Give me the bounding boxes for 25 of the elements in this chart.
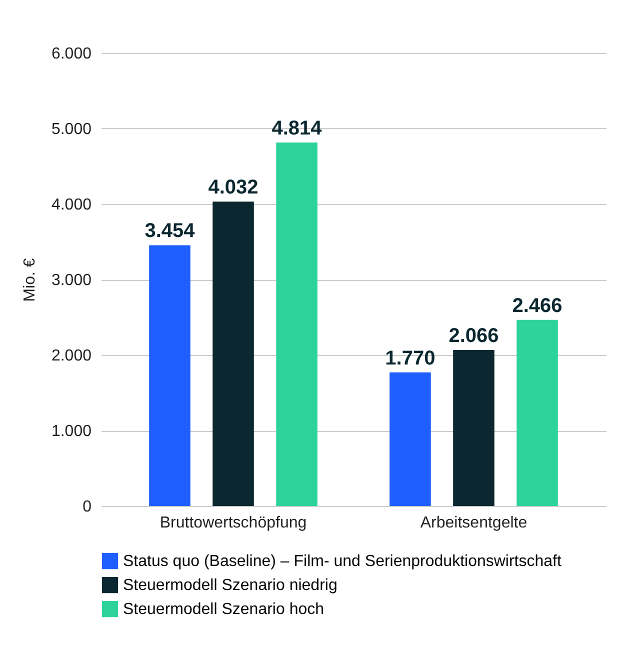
y-tick-label: 1.000: [51, 423, 92, 440]
data-label: 3.454: [144, 220, 196, 242]
data-label: 2.066: [448, 325, 499, 348]
x-tick-label: Bruttowertschöpfung: [160, 514, 307, 532]
y-tick-label: 3.000: [51, 272, 92, 289]
x-tick-label: Arbeitsentgelte: [420, 514, 528, 532]
data-label: 4.032: [208, 176, 258, 199]
y-axis-title: Mio. €: [21, 258, 38, 302]
legend-label: Steuermodell Szenario hoch: [123, 601, 324, 618]
data-label: 2.466: [512, 294, 562, 317]
y-tick-label: 0: [82, 498, 92, 516]
y-tick-label: 4.000: [51, 196, 92, 214]
data-label: 4.814: [272, 118, 323, 140]
y-tick-label: 5.000: [51, 121, 92, 138]
bar: [516, 320, 558, 506]
y-tick-label: 6.000: [51, 46, 92, 62]
bar: [453, 350, 494, 506]
y-tick-label: 2.000: [51, 348, 92, 364]
bar: [390, 372, 431, 506]
legend-label: Steuermodell Szenario niedrig: [123, 577, 338, 594]
legend-label: Status quo (Baseline) – Film- und Serienproduktionswirtschaft: [123, 553, 562, 570]
bar: [276, 142, 318, 506]
data-label: 1.770: [385, 347, 436, 370]
bar: [149, 245, 190, 506]
bar: [212, 202, 254, 506]
